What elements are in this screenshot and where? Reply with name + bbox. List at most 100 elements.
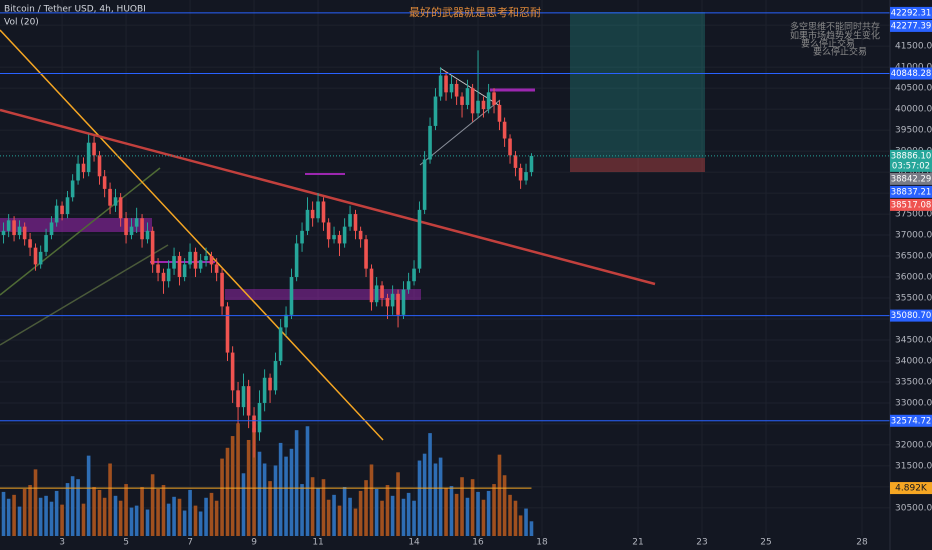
price-label: 42292.31: [891, 8, 932, 18]
candle-body: [476, 100, 480, 114]
y-tick-label: 35500.00: [895, 294, 932, 304]
volume-bar: [70, 476, 75, 536]
volume-bar: [86, 455, 91, 536]
grid: [0, 0, 890, 536]
candle-body: [156, 264, 160, 273]
price-label: 40848.28: [891, 69, 932, 79]
volume-bar: [465, 497, 470, 536]
volume-bar: [209, 492, 214, 536]
volume-bar: [214, 500, 219, 536]
note: 要么停止交易: [813, 46, 867, 58]
candle-body: [182, 264, 187, 278]
y-tick-label: 37000.00: [895, 231, 932, 241]
volume-bar: [54, 490, 59, 536]
volume-bar: [262, 463, 267, 536]
candle-body: [220, 272, 224, 307]
candle-body: [17, 226, 22, 236]
candle-body: [108, 188, 112, 206]
volume-bar: [417, 460, 422, 536]
x-tick-label: 21: [632, 538, 643, 548]
volume-bar: [102, 497, 107, 536]
candle-body: [70, 180, 75, 198]
y-tick-label: 36500.00: [895, 252, 932, 262]
marks: [0, 12, 890, 536]
volume-bar: [140, 487, 144, 536]
note: 如果市场趋势发生变化: [790, 30, 880, 42]
candle-body: [305, 209, 310, 231]
candle-body: [113, 197, 118, 206]
triangle-line: [419, 99, 501, 166]
candle-body: [364, 239, 368, 269]
volume-bar: [401, 498, 406, 536]
candle-body: [166, 268, 171, 282]
candle-body: [209, 256, 214, 265]
volume-bar: [145, 509, 150, 536]
volume-bar: [374, 488, 379, 536]
candle-body: [278, 327, 283, 361]
candle-body: [502, 121, 507, 139]
loss-zone: [570, 158, 705, 172]
candle-body: [529, 155, 534, 173]
profit-zone: [570, 12, 705, 158]
volume-bar: [449, 486, 454, 536]
y-tick-label: 40500.00: [895, 84, 932, 94]
volume-bar: [241, 473, 246, 536]
volume-bar: [305, 426, 310, 536]
volume-bar: [76, 479, 80, 536]
volume-bar: [1, 491, 6, 536]
price-axis: [890, 0, 932, 550]
candle-body: [230, 352, 235, 391]
volume-bar: [113, 495, 118, 536]
candle-body: [28, 239, 32, 248]
candle-body: [433, 96, 438, 126]
candle-body: [60, 205, 64, 215]
volume-bar: [161, 485, 166, 536]
price-label-box: [890, 172, 932, 185]
volume-bar: [332, 494, 336, 536]
price-label-box: [890, 414, 932, 427]
candle-body: [486, 92, 491, 110]
price-label-box: [890, 185, 932, 198]
volume-bar: [236, 423, 240, 536]
volume-bar: [182, 510, 187, 536]
y-tick-label: 34000.00: [895, 356, 932, 366]
trend-line: [0, 29, 384, 441]
candle-body: [273, 360, 278, 391]
candle-body: [140, 218, 144, 240]
volume-bar: [422, 453, 427, 536]
candle-body: [401, 289, 406, 315]
x-tick-label: 11: [312, 538, 323, 548]
volume-bar: [156, 488, 160, 536]
candle-body: [284, 314, 288, 328]
candle-body: [38, 251, 43, 265]
candle-body: [428, 125, 432, 160]
candle-body: [145, 230, 150, 240]
volume-bar: [353, 508, 358, 536]
candle-body: [257, 402, 262, 433]
volume-bar: [28, 485, 32, 536]
volume-bar: [326, 499, 331, 536]
candle-body: [332, 235, 336, 240]
volume-bar: [12, 494, 16, 536]
volume-bar: [49, 501, 54, 536]
y-tick-label: 39500.00: [895, 126, 932, 136]
volume-bar: [369, 464, 374, 536]
candle-body: [326, 222, 331, 240]
zone-box: [225, 289, 421, 300]
candle-body: [76, 163, 80, 181]
candle-body: [422, 159, 427, 210]
price-label-box: [890, 309, 932, 322]
candle-body: [49, 222, 54, 236]
volume-bar: [444, 487, 448, 536]
volume-bar: [81, 503, 86, 536]
countdown: 03:57:02: [892, 161, 930, 171]
volume-bar: [284, 456, 288, 536]
volume-bar: [337, 505, 342, 536]
price-label: 38517.08: [891, 200, 932, 210]
volume-bar: [177, 498, 182, 536]
candle-body: [438, 75, 443, 97]
candle-body: [198, 260, 203, 269]
candle-body: [241, 386, 246, 408]
